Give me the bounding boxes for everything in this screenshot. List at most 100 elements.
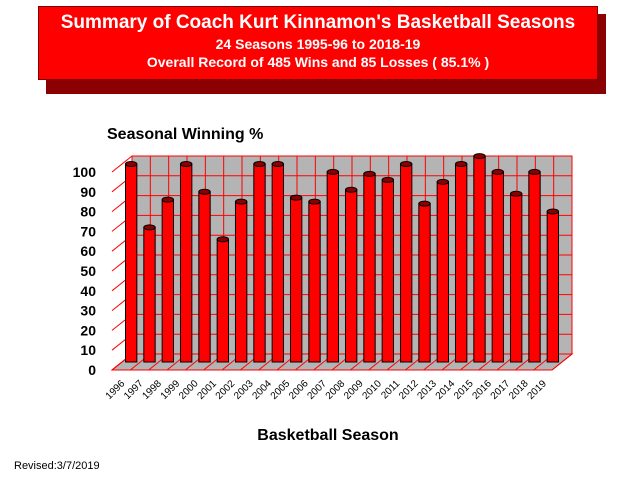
bar xyxy=(381,176,395,363)
chart-main-title: Summary of Coach Kurt Kinnamon's Basketb… xyxy=(60,12,576,33)
bar-cap xyxy=(546,208,560,215)
bar xyxy=(179,161,193,363)
bar-body xyxy=(473,155,486,363)
bar-cap xyxy=(326,168,340,175)
bar-body xyxy=(491,171,505,363)
bar-body xyxy=(436,181,450,363)
bar xyxy=(161,196,175,363)
y-tick-label: 90 xyxy=(80,184,96,200)
bar-body xyxy=(234,201,248,363)
y-tick-label: 50 xyxy=(80,263,96,279)
bar xyxy=(253,161,266,363)
bar-cap xyxy=(454,161,468,167)
bar-cap xyxy=(161,196,175,203)
x-tick-label: 1996 xyxy=(104,378,128,402)
bar-body xyxy=(454,163,468,363)
y-tick-label: 70 xyxy=(80,223,96,239)
x-tick-label: 2008 xyxy=(324,378,348,402)
bar xyxy=(418,200,431,363)
bar-cap xyxy=(308,198,321,205)
bar-cap xyxy=(179,161,193,167)
x-tick-label: 1998 xyxy=(140,378,164,402)
x-tick-label: 2007 xyxy=(305,378,329,402)
seasons-subtitle: 24 Seasons 1995-96 to 2018-19 xyxy=(215,36,421,52)
bar-body xyxy=(289,197,303,363)
x-tick-label: 2012 xyxy=(397,378,421,402)
bar-cap xyxy=(216,236,230,243)
bar xyxy=(271,161,285,363)
bar-cap xyxy=(473,153,486,160)
bar-cap xyxy=(399,161,413,167)
chart-title: Seasonal Winning % xyxy=(107,126,263,143)
x-tick-label: 2003 xyxy=(232,378,256,402)
bar-cap xyxy=(253,161,266,167)
bar xyxy=(198,188,211,363)
bar-cap xyxy=(436,178,450,185)
bar-body xyxy=(308,201,321,363)
y-tick-label: 40 xyxy=(80,283,96,299)
bar-body xyxy=(326,171,340,363)
bar xyxy=(454,161,468,363)
bar xyxy=(491,168,505,363)
bar xyxy=(216,236,230,363)
y-axis-ticks: 0 10 20 30 40 50 60 70 80 90 100 xyxy=(73,164,97,378)
bar xyxy=(436,178,450,363)
bar xyxy=(143,224,156,363)
x-tick-label: 1997 xyxy=(122,378,146,402)
x-tick-label: 2002 xyxy=(214,378,238,402)
x-tick-label: 2009 xyxy=(342,378,366,402)
bar-cap xyxy=(198,188,211,195)
bar xyxy=(399,161,413,363)
bar-body xyxy=(198,191,211,363)
bar-cap xyxy=(363,170,376,177)
bar-cap xyxy=(528,168,541,175)
bar-body xyxy=(344,189,358,363)
x-tick-label: 2011 xyxy=(379,378,402,401)
bar xyxy=(308,198,321,363)
y-tick-label: 0 xyxy=(88,362,96,378)
bar-body xyxy=(179,163,193,363)
bar-body xyxy=(124,163,138,363)
grid-line-side xyxy=(111,155,133,173)
x-tick-label: 2010 xyxy=(360,378,384,402)
bar-body xyxy=(161,199,175,363)
x-tick-label: 2001 xyxy=(195,378,219,402)
bar-cap xyxy=(491,168,505,175)
record-subtitle: Overall Record of 485 Wins and 85 Losses… xyxy=(146,54,490,70)
bar xyxy=(234,198,248,363)
x-tick-label: 2000 xyxy=(177,378,201,402)
x-tick-label: 2018 xyxy=(507,378,531,402)
bar-cap xyxy=(234,198,248,205)
bar-body xyxy=(418,203,431,363)
bar xyxy=(344,186,358,363)
x-tick-label: 2014 xyxy=(434,378,458,402)
x-tick-label: 2017 xyxy=(489,378,513,402)
x-axis-ticks: 1996199719981999200020012002200320042005… xyxy=(104,378,549,402)
y-tick-label: 60 xyxy=(80,243,96,259)
bar-cap xyxy=(271,161,285,167)
bar xyxy=(326,168,340,363)
y-tick-label: 10 xyxy=(80,342,96,358)
bar xyxy=(363,170,376,363)
bar xyxy=(546,208,560,363)
bar xyxy=(528,168,541,363)
bar-cap xyxy=(509,190,523,197)
y-tick-label: 30 xyxy=(80,303,96,319)
bar-cap xyxy=(143,224,156,231)
floor-line xyxy=(551,353,573,371)
x-axis-label: Basketball Season xyxy=(257,427,398,444)
bar-body xyxy=(143,226,156,363)
x-tick-label: 2005 xyxy=(269,378,293,402)
y-tick-label: 80 xyxy=(80,204,96,220)
y-tick-label: 100 xyxy=(73,164,97,180)
revised-date: Revised:3/7/2019 xyxy=(14,460,100,472)
bar-body xyxy=(363,173,376,363)
bar-cap xyxy=(124,161,138,167)
bar-body xyxy=(216,238,230,363)
bar-body xyxy=(509,193,523,363)
bar-body xyxy=(253,163,266,363)
bar-body xyxy=(381,179,395,363)
bar xyxy=(289,194,303,363)
bar-body xyxy=(271,163,285,363)
